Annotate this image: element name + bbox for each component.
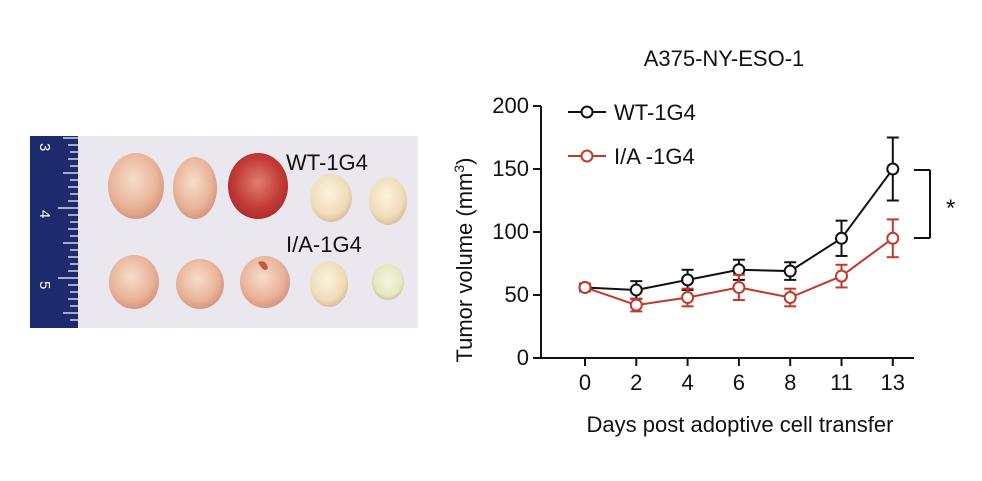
tumor-ia-5 xyxy=(372,264,404,300)
axes: 0 50 100 150 200 0 2 4 6 8 11 13 xyxy=(492,93,914,395)
data-point xyxy=(681,291,695,305)
ruler: 3 4 5 xyxy=(30,136,78,328)
significance-star: * xyxy=(946,195,955,222)
tumor-ia-2 xyxy=(176,259,224,309)
legend-label-0: WT-1G4 xyxy=(614,100,696,125)
y-tick-label: 0 xyxy=(517,345,529,370)
tumor-ia-1 xyxy=(109,255,159,309)
ruler-label-5: 5 xyxy=(36,281,53,289)
data-point xyxy=(732,280,746,294)
tumor-wt-2 xyxy=(173,157,217,219)
photo-label-ia: I/A-1G4 xyxy=(286,232,362,257)
x-tick-label: 4 xyxy=(681,370,693,395)
legend-marker xyxy=(580,105,594,119)
data-point xyxy=(578,280,592,294)
data-point xyxy=(835,269,848,283)
y-axis-label-superscript: 3 xyxy=(451,165,467,173)
x-tick-label: 0 xyxy=(579,370,591,395)
tumor-wt-3 xyxy=(228,153,288,219)
tumor-wt-5 xyxy=(369,177,407,225)
chart-title: A375-NY-ESO-1 xyxy=(644,46,805,71)
tumor-ia-3 xyxy=(240,256,290,308)
y-tick-label: 50 xyxy=(505,282,529,307)
x-tick-label: 8 xyxy=(784,370,796,395)
legend-marker xyxy=(580,149,594,163)
data-point xyxy=(783,264,797,278)
data-point xyxy=(629,298,643,312)
tumor-wt-1 xyxy=(108,153,164,219)
legend-label-1: I/A -1G4 xyxy=(614,144,695,169)
tumor-photo: 3 4 5 WT-1G4 xyxy=(30,136,418,328)
x-tick-label: 6 xyxy=(733,370,745,395)
x-tick-label: 11 xyxy=(830,370,853,395)
significance-bracket: * xyxy=(914,169,955,239)
data-point xyxy=(835,231,848,245)
ruler-label-4: 4 xyxy=(36,210,53,218)
tumor-samples xyxy=(108,153,407,309)
chart-svg: A375-NY-ESO-1 Tumor volume (mm3) Days po… xyxy=(451,46,955,437)
legend: WT-1G4 I/A -1G4 xyxy=(568,100,696,169)
x-tick-label: 2 xyxy=(630,370,642,395)
data-point xyxy=(629,283,643,297)
tumor-ia-4 xyxy=(310,261,348,307)
tumor-wt-4 xyxy=(310,174,352,222)
plot-area xyxy=(578,136,900,313)
data-point xyxy=(783,291,797,305)
y-axis-label-close: ) xyxy=(452,158,477,165)
y-tick-label: 100 xyxy=(492,219,529,244)
x-tick-label: 13 xyxy=(881,370,905,395)
y-axis-label: Tumor volume (mm3) xyxy=(451,158,477,363)
y-tick-label: 150 xyxy=(492,156,529,181)
photo-label-wt: WT-1G4 xyxy=(286,150,368,175)
data-point xyxy=(681,273,695,287)
x-axis-label: Days post adoptive cell transfer xyxy=(587,412,894,437)
tumor-volume-chart: A375-NY-ESO-1 Tumor volume (mm3) Days po… xyxy=(440,40,980,476)
data-point xyxy=(886,231,900,245)
data-point xyxy=(886,162,900,176)
y-tick-label: 200 xyxy=(492,93,529,118)
ruler-label-3: 3 xyxy=(36,143,53,151)
tumor-ia-3-blood xyxy=(258,261,268,270)
data-point xyxy=(732,263,746,277)
